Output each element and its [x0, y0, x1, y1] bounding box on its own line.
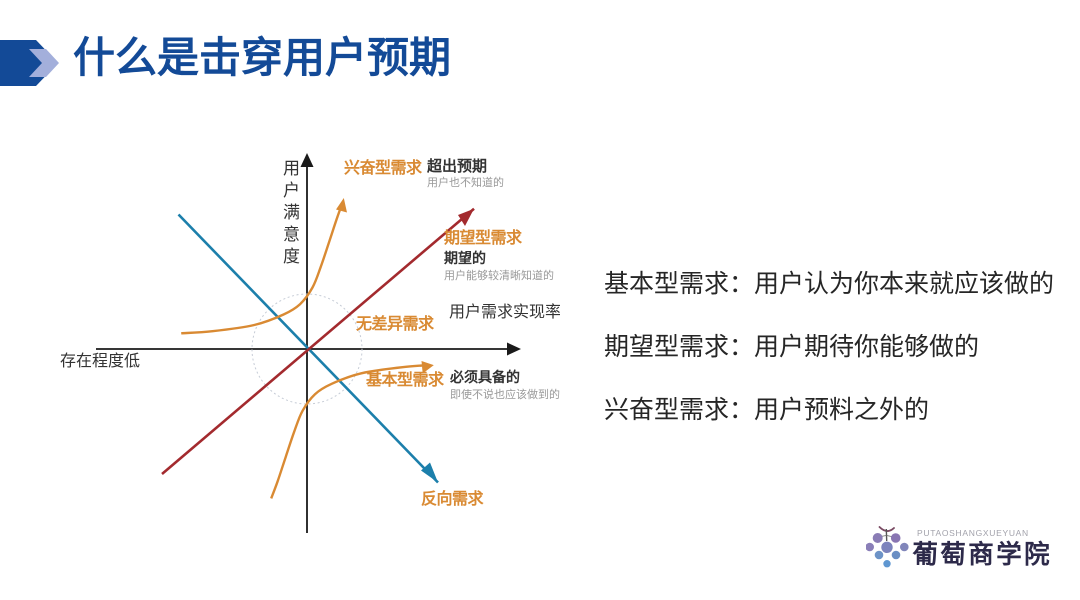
svg-text:无差异需求: 无差异需求	[355, 314, 435, 333]
svg-text:期望的: 期望的	[444, 250, 486, 266]
svg-text:基本型需求: 基本型需求	[365, 370, 445, 389]
svg-text:葡萄商学院: 葡萄商学院	[913, 540, 1053, 569]
svg-text:兴奋型需求: 兴奋型需求	[344, 158, 423, 177]
svg-text:PUTAOSHANGXUEYUAN: PUTAOSHANGXUEYUAN	[917, 528, 1029, 538]
svg-text:户: 户	[283, 181, 300, 200]
svg-text:满: 满	[283, 203, 300, 222]
svg-text:必须具备的: 必须具备的	[449, 369, 520, 385]
svg-text:即使不说也应该做到的: 即使不说也应该做到的	[450, 387, 560, 401]
svg-text:期望型需求: 期望型需求	[444, 228, 523, 247]
svg-text:用: 用	[283, 159, 300, 178]
svg-text:反向需求: 反向需求	[421, 489, 485, 508]
svg-text:意: 意	[283, 225, 300, 244]
svg-text:用户能够较清晰知道的: 用户能够较清晰知道的	[444, 268, 554, 282]
svg-text:度: 度	[283, 247, 300, 266]
svg-text:用户也不知道的: 用户也不知道的	[427, 175, 504, 189]
svg-text:存在程度低: 存在程度低	[60, 352, 140, 370]
svg-text:超出预期: 超出预期	[426, 157, 487, 175]
svg-text:用户需求实现率: 用户需求实现率	[449, 303, 560, 321]
